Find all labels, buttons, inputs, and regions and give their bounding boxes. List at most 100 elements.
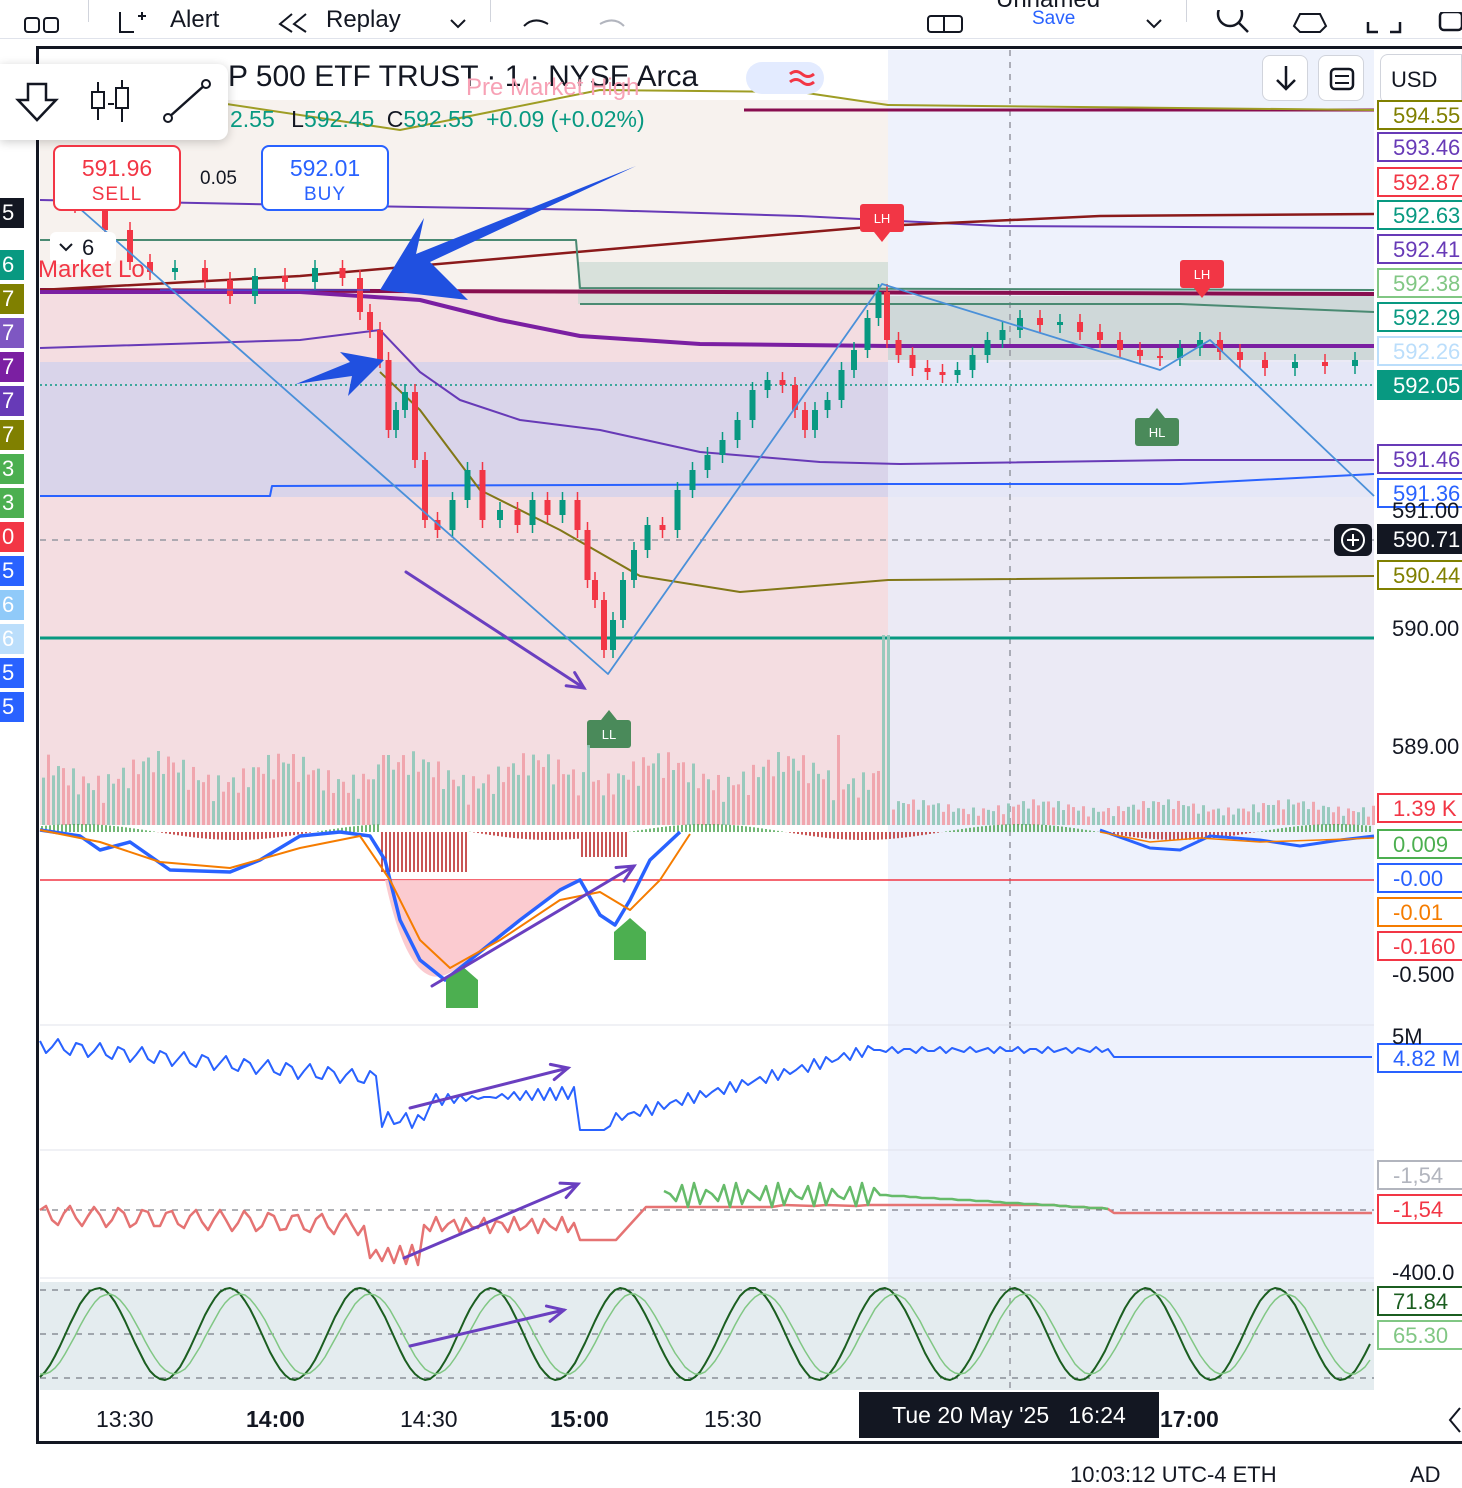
- scroll-to-latest-button[interactable]: [1262, 55, 1308, 101]
- volume-bar: [867, 789, 870, 825]
- replay-button[interactable]: Replay: [274, 0, 401, 34]
- volume-bar: [92, 790, 95, 825]
- scroll-right-icon[interactable]: [1448, 1406, 1462, 1439]
- candle-body: [1097, 332, 1103, 340]
- layout-dropdown-icon[interactable]: [1144, 0, 1164, 34]
- undo-icon[interactable]: [520, 0, 552, 34]
- volume-bar: [1032, 799, 1035, 825]
- alert-button[interactable]: Alert: [116, 0, 219, 34]
- session-icons[interactable]: [746, 62, 824, 94]
- volume-bar: [797, 770, 800, 825]
- candle-body: [377, 330, 383, 360]
- volume-bar: [962, 808, 965, 825]
- volume-bar: [777, 752, 780, 825]
- search-icon[interactable]: [1212, 0, 1256, 34]
- volume-bar: [1227, 807, 1230, 825]
- layout-name[interactable]: Unnamed: [996, 0, 1100, 14]
- symbol-title[interactable]: P 500 ETF TRUST · 1 · NYSE Arca: [228, 60, 699, 93]
- price-scale-label: 590.71: [1377, 524, 1462, 554]
- sell-button[interactable]: 591.96 SELL: [53, 145, 181, 211]
- volume-bar: [1232, 814, 1235, 825]
- box-upper-line: [40, 239, 1375, 291]
- left-price-badge: 6: [0, 590, 24, 620]
- price-scale-label: -0.01: [1377, 897, 1462, 927]
- currency-selector[interactable]: USD: [1380, 54, 1462, 104]
- volume-bar: [402, 755, 405, 825]
- volume-bar: [502, 782, 505, 825]
- volume-bar: [1042, 801, 1045, 825]
- volume-bar: [737, 784, 740, 825]
- macd-signal-line: [39, 829, 691, 969]
- volume-bar: [902, 803, 905, 825]
- candle-body: [864, 318, 871, 350]
- market-low-label: Market Lo: [38, 256, 145, 283]
- divergence-marker: [614, 918, 646, 960]
- volume-bar: [202, 782, 205, 825]
- volume-bar: [1087, 816, 1090, 825]
- wave-icon: [789, 70, 815, 86]
- candlestick-tool-icon[interactable]: [88, 78, 134, 124]
- alarm-clock-icon: [119, 12, 146, 33]
- volume-bar: [997, 805, 1000, 825]
- indicators-collapse-button[interactable]: 6: [50, 232, 116, 264]
- band-lower-blue: [40, 473, 1375, 497]
- box-lower-line: [580, 303, 1375, 313]
- left-price-badge: 6: [0, 624, 24, 654]
- fullscreen-icon[interactable]: [1366, 0, 1402, 34]
- toolbar-divider: [88, 0, 89, 22]
- volume-bar: [622, 775, 625, 825]
- maximize-pane-button[interactable]: [1318, 55, 1364, 101]
- layout-icon[interactable]: [926, 0, 966, 34]
- volume-bar: [522, 753, 525, 825]
- volume-bar: [702, 773, 705, 825]
- buy-price: 592.01: [289, 155, 361, 181]
- volume-bar: [957, 808, 960, 825]
- annotation-arrow-macd: [614, 864, 637, 883]
- vwap-line: [40, 290, 1374, 348]
- price-scale-tick: 589.00: [1392, 734, 1460, 759]
- volume-bar: [352, 774, 355, 825]
- volume-bar: [812, 762, 815, 825]
- buy-button[interactable]: 592.01 BUY: [261, 145, 389, 211]
- layout-grid-icon[interactable]: [24, 0, 60, 34]
- volume-bar: [1172, 809, 1175, 825]
- volume-bar: [837, 735, 840, 825]
- redo-icon[interactable]: [596, 0, 628, 34]
- replay-dropdown-icon[interactable]: [448, 0, 468, 34]
- candle-body: [792, 385, 798, 410]
- pattern-marker: LL: [587, 710, 631, 748]
- arrow-down-tool-icon[interactable]: [14, 78, 60, 124]
- volume-bar: [667, 752, 670, 825]
- save-button[interactable]: Save: [1032, 8, 1076, 29]
- volume-bar: [607, 773, 610, 825]
- volume-bar: [1292, 804, 1295, 825]
- volume-bar: [107, 774, 110, 825]
- volume-bar: [1082, 806, 1085, 825]
- snapshot-icon[interactable]: [1436, 0, 1462, 34]
- volume-bar: [872, 773, 875, 825]
- settings-gear-icon[interactable]: [1288, 0, 1332, 34]
- volume-bar: [877, 770, 880, 825]
- plus-circle-icon: [1341, 528, 1365, 552]
- candle-body: [631, 550, 637, 580]
- time-axis-tick: 14:30: [400, 1406, 458, 1432]
- candle-body: [984, 340, 991, 355]
- volume-bar: [247, 787, 250, 825]
- pattern-marker: LH: [860, 204, 904, 242]
- trend-line-tool-icon[interactable]: [162, 78, 211, 124]
- volume-bar: [447, 770, 450, 825]
- arrow-down-icon: [1276, 66, 1296, 91]
- volume-bar: [527, 775, 530, 825]
- volume-bar: [1112, 816, 1115, 825]
- adjust-data-toggle[interactable]: AD: [1410, 1462, 1441, 1487]
- add-alert-button[interactable]: [1334, 524, 1372, 556]
- volume-bar: [707, 779, 710, 825]
- sell-label: SELL: [91, 184, 143, 205]
- candle-body: [1217, 340, 1223, 352]
- candle-body: [954, 370, 961, 375]
- volume-bar: [387, 755, 390, 825]
- sell-price: 591.96: [81, 155, 153, 181]
- volume-bar: [1167, 799, 1170, 825]
- volume-bar: [497, 766, 500, 825]
